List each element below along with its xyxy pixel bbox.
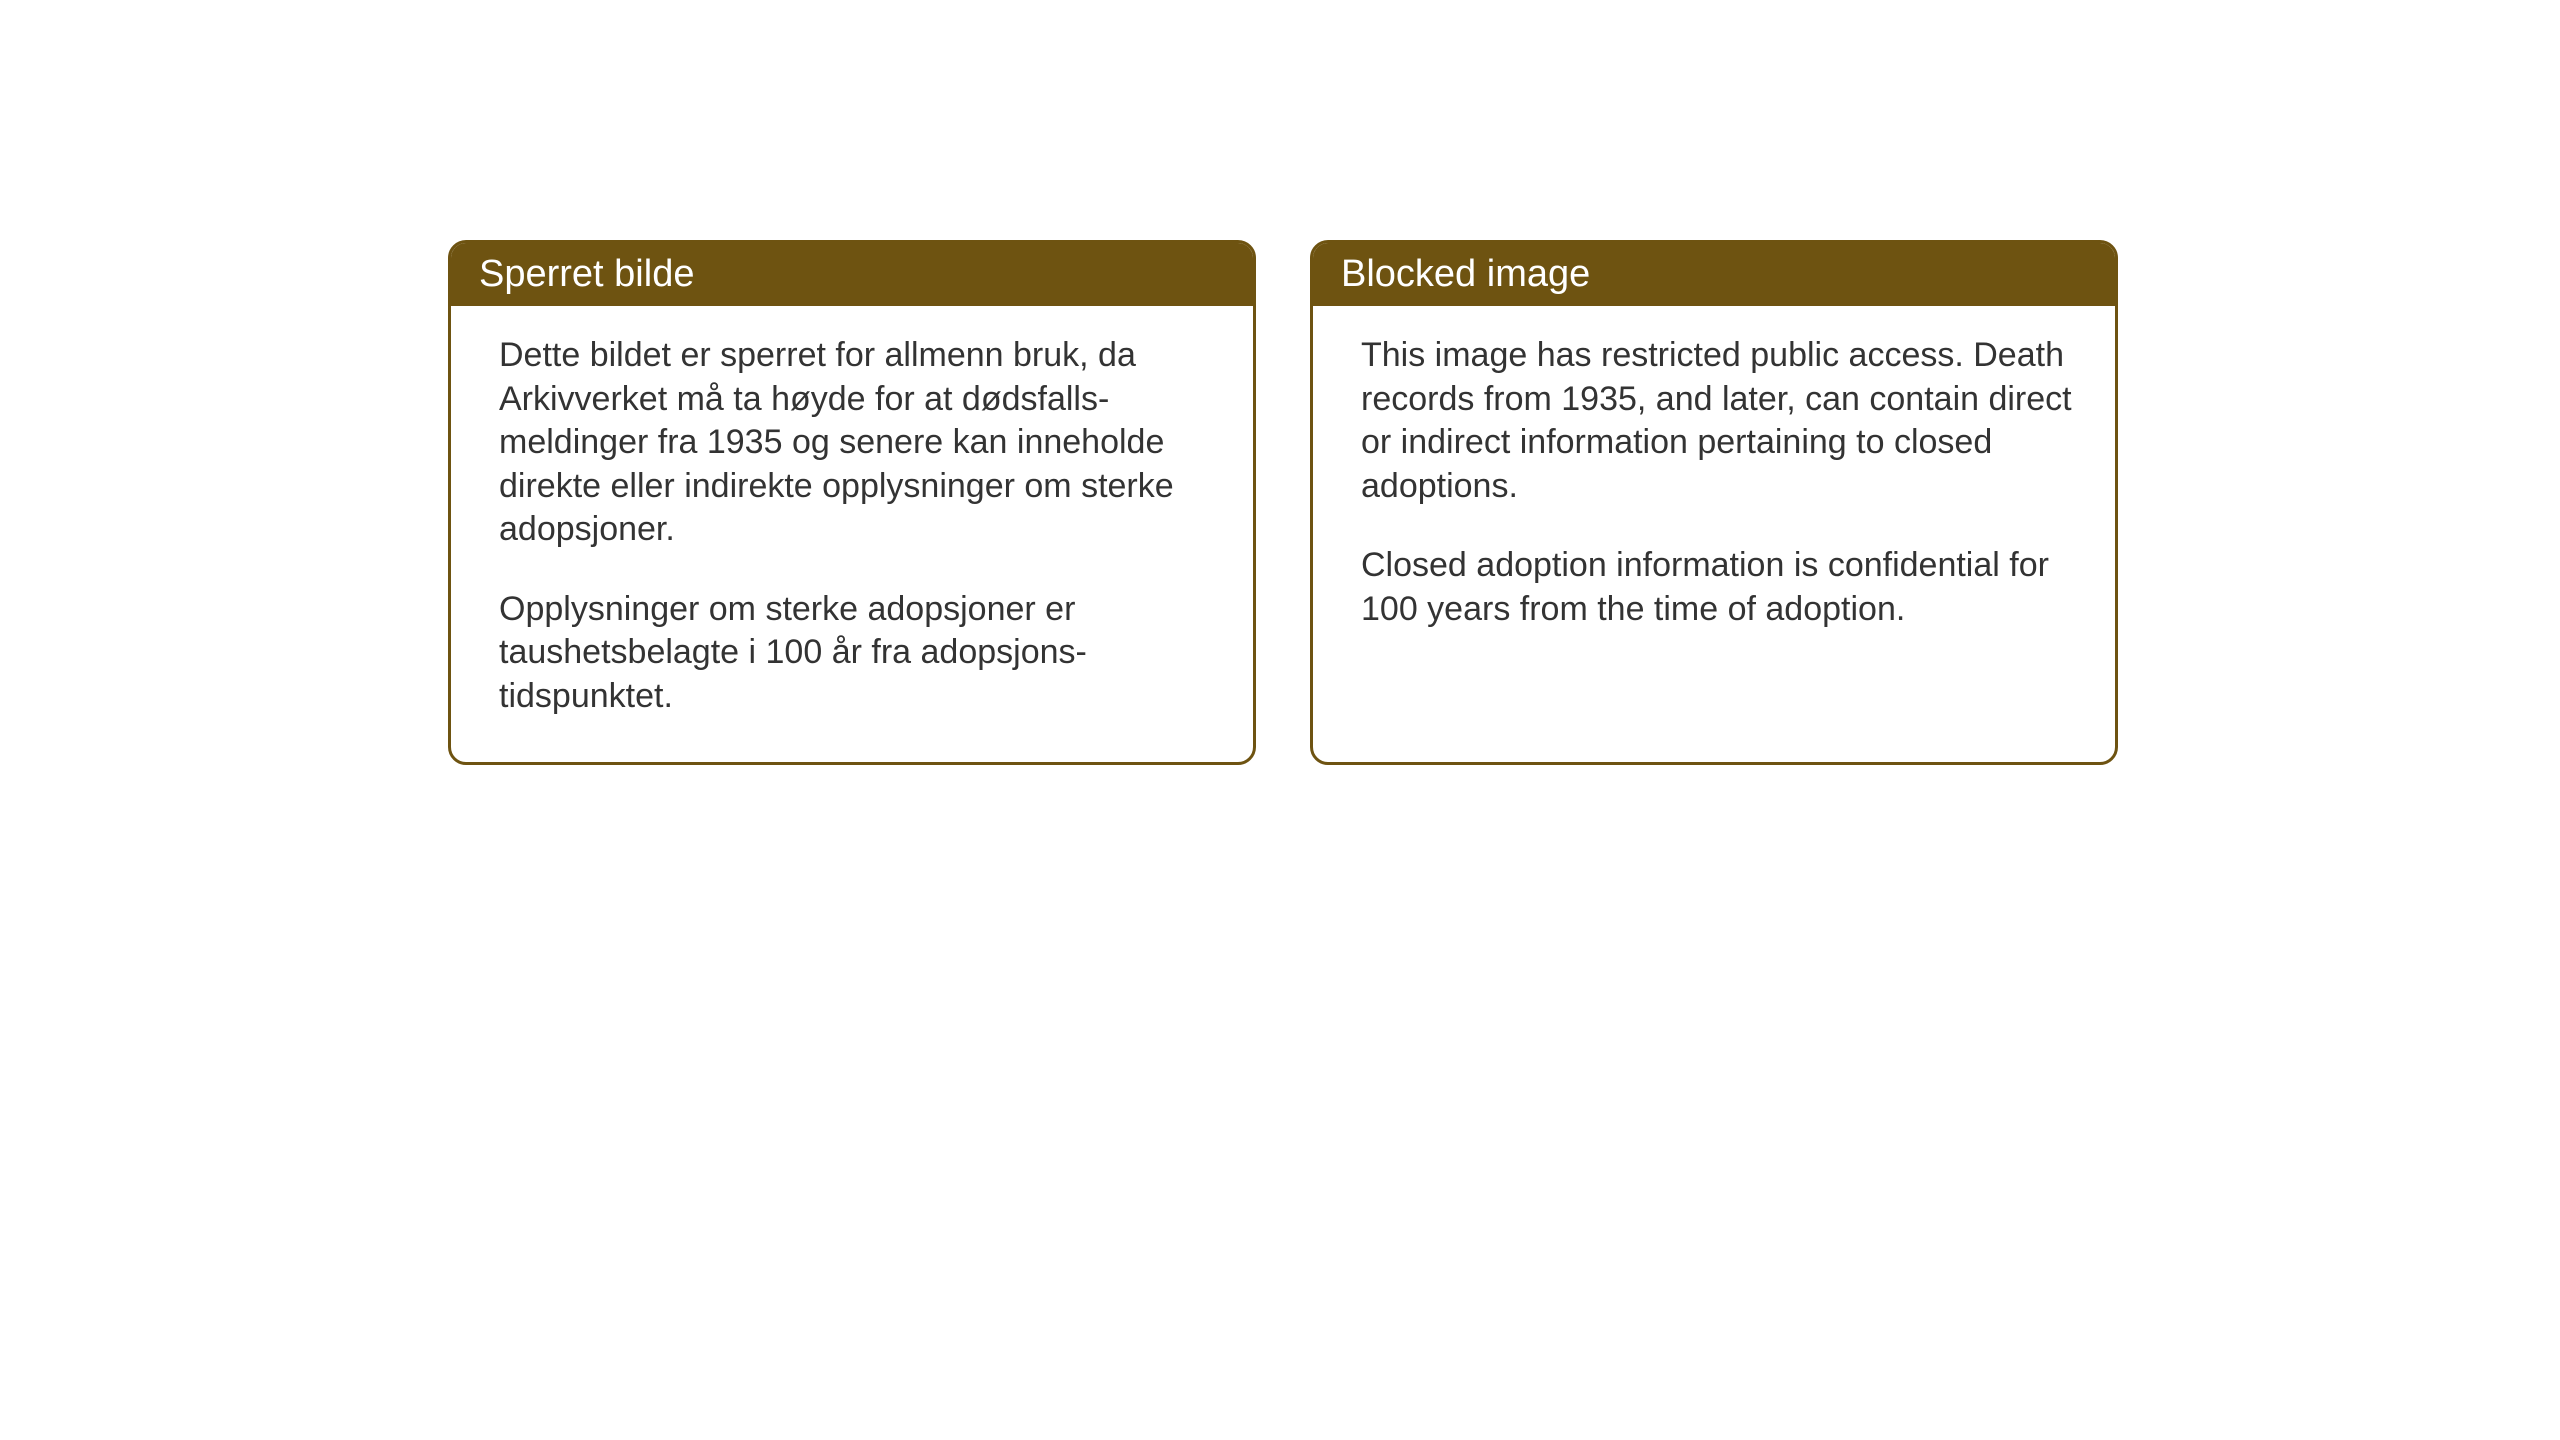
notice-box-norwegian: Sperret bilde Dette bildet er sperret fo… xyxy=(448,240,1256,765)
notice-paragraph-2-english: Closed adoption information is confident… xyxy=(1361,544,2075,631)
notice-paragraph-1-norwegian: Dette bildet er sperret for allmenn bruk… xyxy=(499,334,1213,552)
notice-paragraph-1-english: This image has restricted public access.… xyxy=(1361,334,2075,508)
notice-body-norwegian: Dette bildet er sperret for allmenn bruk… xyxy=(451,306,1253,762)
notice-container: Sperret bilde Dette bildet er sperret fo… xyxy=(448,240,2118,765)
notice-box-english: Blocked image This image has restricted … xyxy=(1310,240,2118,765)
notice-title-norwegian: Sperret bilde xyxy=(479,253,694,295)
notice-header-norwegian: Sperret bilde xyxy=(451,243,1253,306)
notice-body-english: This image has restricted public access.… xyxy=(1313,306,2115,675)
notice-header-english: Blocked image xyxy=(1313,243,2115,306)
notice-title-english: Blocked image xyxy=(1341,253,1590,295)
notice-paragraph-2-norwegian: Opplysninger om sterke adopsjoner er tau… xyxy=(499,588,1213,719)
